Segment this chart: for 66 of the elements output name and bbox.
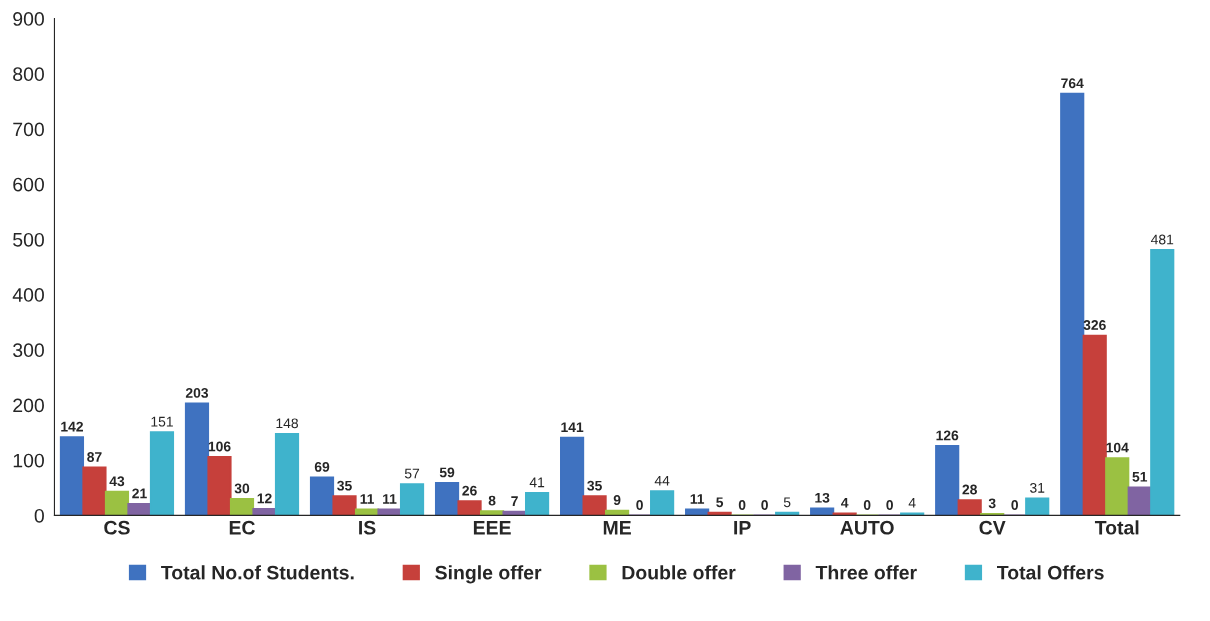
data-label: 0	[738, 500, 746, 510]
legend-label: Total No.of Students.	[161, 565, 354, 580]
x-tick-label: EEE	[473, 521, 511, 535]
data-label: 11	[383, 494, 397, 504]
data-label: 41	[529, 477, 545, 488]
x-tick-label: CV	[979, 520, 1006, 535]
data-label: 126	[936, 430, 959, 441]
x-tick-label: CS	[104, 520, 130, 535]
data-label: 481	[1150, 234, 1174, 245]
data-label: 13	[815, 492, 830, 503]
data-label: 8	[488, 495, 496, 506]
x-tick-label: IS	[359, 520, 376, 535]
data-label: 43	[109, 476, 125, 487]
data-label: 142	[61, 421, 83, 432]
data-label: 5	[783, 497, 791, 508]
data-label: 0	[863, 500, 871, 510]
y-tick-label: 400	[12, 288, 44, 302]
legend-label: Double offer	[622, 565, 736, 580]
y-tick-label: 0	[34, 508, 44, 523]
y-tick-label: 800	[13, 67, 44, 82]
data-label: 0	[761, 500, 768, 510]
data-label: 11	[360, 494, 374, 504]
x-tick-label: AUTO	[840, 520, 894, 535]
data-label: 26	[462, 485, 477, 496]
y-tick-label: 100	[13, 453, 44, 468]
data-label: 30	[234, 483, 250, 494]
data-label: 44	[654, 475, 670, 486]
data-label: 35	[337, 480, 352, 491]
data-label: 0	[886, 500, 893, 510]
data-label: 51	[1132, 472, 1148, 482]
x-tick-label: ME	[603, 521, 631, 535]
y-tick-label: 600	[13, 177, 44, 192]
data-label: 203	[185, 388, 209, 398]
data-label: 11	[690, 494, 705, 504]
data-label: 764	[1061, 78, 1084, 89]
data-label: 0	[1011, 500, 1018, 510]
data-label: 12	[257, 493, 272, 504]
y-tick-label: 900	[13, 12, 44, 26]
x-tick-label: IP	[734, 521, 751, 535]
legend-label: Three offer	[815, 565, 917, 580]
data-label: 141	[561, 422, 584, 432]
data-label: 151	[151, 416, 173, 427]
legend-label: Total Offers	[997, 565, 1104, 580]
data-label: 4	[908, 498, 916, 508]
data-label: 35	[587, 480, 602, 491]
x-tick-label: Total	[1094, 520, 1139, 535]
data-label: 9	[613, 495, 621, 505]
data-label: 87	[87, 452, 102, 462]
data-label: 7	[511, 496, 518, 506]
y-tick-label: 300	[13, 343, 44, 358]
data-label: 4	[841, 498, 849, 508]
data-label: 31	[1030, 482, 1045, 493]
data-label: 21	[132, 488, 147, 499]
data-label: 59	[439, 467, 455, 478]
y-tick-label: 200	[13, 398, 44, 413]
data-label: 5	[716, 497, 724, 508]
y-tick-label: 500	[13, 232, 44, 247]
y-tick-label: 700	[13, 122, 44, 137]
legend-label: Single offer	[435, 565, 542, 584]
data-label: 28	[962, 484, 977, 495]
data-label: 57	[404, 468, 420, 479]
data-label: 3	[988, 498, 996, 509]
data-label: 0	[636, 500, 643, 510]
data-label: 69	[314, 461, 330, 472]
data-label: 148	[276, 418, 298, 429]
x-tick-label: EC	[229, 520, 255, 535]
